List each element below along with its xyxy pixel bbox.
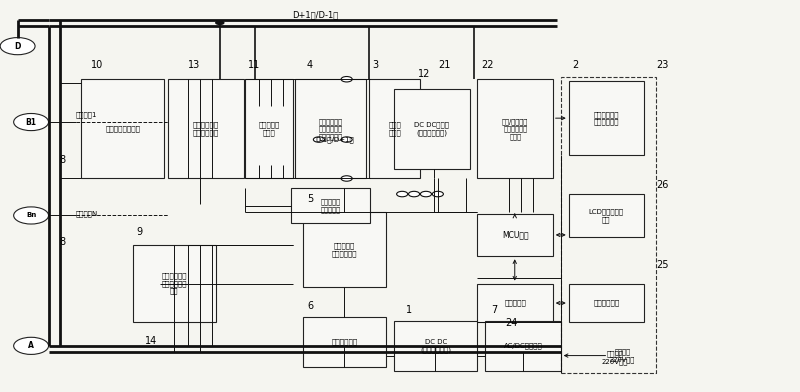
Text: DC DC
(主机工作电源): DC DC (主机工作电源)	[420, 339, 451, 353]
Text: 市工外接
220V输入: 市工外接 220V输入	[610, 348, 635, 363]
Text: 电流/电压数据
采集及特控电
路电路: 电流/电压数据 采集及特控电 路电路	[502, 118, 528, 140]
Text: LCD显示和数据
输入: LCD显示和数据 输入	[589, 209, 624, 223]
Text: 12: 12	[418, 69, 430, 79]
FancyBboxPatch shape	[369, 79, 421, 178]
Circle shape	[341, 137, 352, 142]
FancyBboxPatch shape	[394, 89, 470, 169]
Text: AC/DC开关电源: AC/DC开关电源	[504, 343, 542, 349]
Text: 电池监测1: 电池监测1	[75, 111, 97, 118]
Circle shape	[421, 191, 431, 197]
FancyBboxPatch shape	[291, 188, 370, 223]
FancyBboxPatch shape	[478, 79, 553, 178]
Text: 2: 2	[573, 60, 579, 69]
Text: Bn: Bn	[26, 212, 36, 218]
FancyBboxPatch shape	[486, 321, 561, 371]
FancyBboxPatch shape	[81, 79, 164, 178]
Text: 蓄电池组在线
测试切换开关: 蓄电池组在线 测试切换开关	[193, 122, 219, 136]
Text: 正次摆档转
放开关: 正次摆档转 放开关	[258, 122, 279, 136]
FancyBboxPatch shape	[168, 79, 243, 178]
FancyBboxPatch shape	[569, 81, 644, 155]
Text: 9: 9	[137, 227, 142, 237]
Text: 25: 25	[656, 260, 668, 270]
Text: 电源正及同
号保护电路: 电源正及同 号保护电路	[321, 199, 341, 213]
Text: 7: 7	[491, 305, 498, 315]
Circle shape	[0, 38, 35, 55]
Text: 电池检测N: 电池检测N	[75, 210, 98, 217]
Circle shape	[341, 76, 352, 82]
Text: MCU单元: MCU单元	[502, 230, 529, 240]
Circle shape	[409, 191, 420, 197]
Circle shape	[397, 191, 408, 197]
Text: 数据存储器: 数据存储器	[504, 300, 526, 306]
Text: 26: 26	[656, 180, 668, 190]
Text: 安全保
护电路: 安全保 护电路	[388, 122, 401, 136]
Text: 22: 22	[482, 60, 494, 69]
Text: 1: 1	[406, 305, 412, 315]
Circle shape	[432, 191, 443, 197]
Text: 放电负载电路: 放电负载电路	[331, 339, 358, 345]
Text: 8: 8	[60, 237, 66, 247]
FancyBboxPatch shape	[569, 283, 644, 323]
Text: 第二安全保护电路: 第二安全保护电路	[105, 125, 140, 132]
Text: D: D	[14, 42, 21, 51]
FancyBboxPatch shape	[245, 79, 293, 178]
Text: 自动限流充电
标等电位选择
安全控制电路: 自动限流充电 标等电位选择 安全控制电路	[319, 118, 343, 140]
Text: 3: 3	[372, 60, 378, 69]
Text: 10: 10	[91, 60, 104, 69]
Text: 市工外接
220V输入: 市工外接 220V输入	[602, 350, 629, 365]
Text: 蓄电池组在线
测试转换控制
电路: 蓄电池组在线 测试转换控制 电路	[162, 273, 187, 294]
Circle shape	[314, 137, 325, 142]
Circle shape	[14, 337, 49, 354]
Text: 6: 6	[307, 301, 313, 311]
FancyBboxPatch shape	[295, 79, 366, 178]
Text: 23: 23	[656, 60, 668, 69]
Text: B1: B1	[26, 118, 37, 127]
Text: 24: 24	[506, 318, 518, 328]
FancyBboxPatch shape	[569, 194, 644, 237]
Text: 21: 21	[438, 60, 450, 69]
Circle shape	[215, 20, 225, 25]
FancyBboxPatch shape	[478, 214, 553, 256]
Text: 折流放电或
智能控地电路: 折流放电或 智能控地电路	[332, 242, 358, 257]
FancyBboxPatch shape	[394, 321, 478, 371]
FancyBboxPatch shape	[133, 245, 216, 323]
Circle shape	[341, 176, 352, 181]
Circle shape	[14, 207, 49, 224]
Text: 5: 5	[307, 194, 314, 204]
Circle shape	[14, 114, 49, 131]
Text: 8: 8	[60, 155, 66, 165]
Text: 蓄电池组单体
电压检测设备: 蓄电池组单体 电压检测设备	[594, 111, 619, 125]
Text: A: A	[28, 341, 34, 350]
Text: 14: 14	[145, 336, 157, 346]
FancyBboxPatch shape	[478, 283, 553, 323]
Text: D-1端/D+1端: D-1端/D+1端	[315, 136, 354, 143]
Text: 11: 11	[247, 60, 260, 69]
Text: 远程通讯电路: 远程通讯电路	[594, 300, 619, 306]
FancyBboxPatch shape	[303, 317, 386, 367]
FancyBboxPatch shape	[303, 212, 386, 287]
Text: DC DC变换器
(高频开关电路): DC DC变换器 (高频开关电路)	[414, 122, 450, 136]
Text: D+1端/D-1端: D+1端/D-1端	[292, 11, 338, 20]
Text: 13: 13	[188, 60, 200, 69]
Text: 4: 4	[307, 60, 313, 69]
